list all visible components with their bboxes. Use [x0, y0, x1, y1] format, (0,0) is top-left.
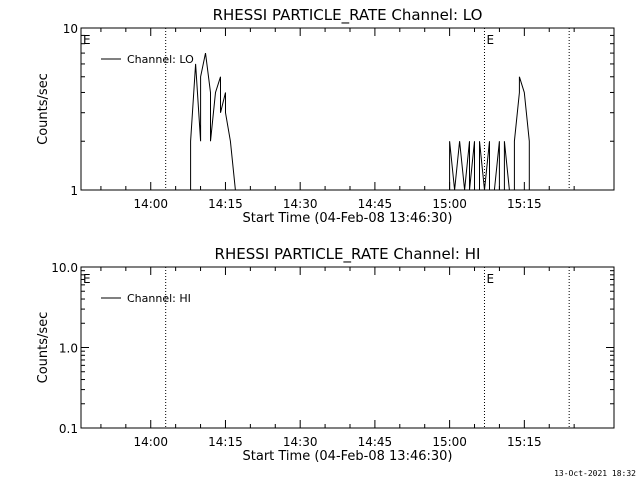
x-axis-label: Start Time (04-Feb-08 13:46:30): [243, 211, 453, 226]
event-marker-label: E: [486, 33, 494, 47]
event-marker-label: E: [83, 33, 91, 47]
y-tick-label: 0.1: [59, 422, 78, 436]
x-tick-label: 15:15: [507, 197, 542, 211]
event-marker-label: E: [83, 272, 91, 286]
x-tick-label: 14:30: [283, 197, 318, 211]
x-tick-label: 14:00: [133, 435, 168, 449]
x-tick-label: 14:15: [208, 435, 243, 449]
x-tick-label: 15:15: [507, 435, 542, 449]
y-tick-label: 10: [63, 22, 78, 36]
y-tick-label: 10.0: [51, 261, 78, 275]
x-tick-label: 15:00: [432, 435, 467, 449]
legend-label: Channel: LO: [127, 53, 194, 66]
y-tick-label: 1: [70, 184, 78, 198]
chart-title: RHESSI PARTICLE_RATE Channel: LO: [213, 6, 483, 25]
x-tick-label: 14:45: [358, 197, 393, 211]
x-tick-label: 15:00: [432, 197, 467, 211]
y-tick-label: 1.0: [59, 342, 78, 356]
y-axis-label: Counts/sec: [36, 312, 51, 384]
timestamp: 13-Oct-2021 18:32: [554, 469, 636, 478]
legend-label: Channel: HI: [127, 292, 191, 305]
x-tick-label: 14:30: [283, 435, 318, 449]
x-tick-label: 14:00: [133, 197, 168, 211]
y-axis-label: Counts/sec: [36, 73, 51, 145]
event-marker-label: E: [486, 272, 494, 286]
series-line: [190, 52, 535, 191]
x-tick-label: 14:15: [208, 197, 243, 211]
x-axis-label: Start Time (04-Feb-08 13:46:30): [243, 449, 453, 464]
chart-title: RHESSI PARTICLE_RATE Channel: HI: [215, 245, 481, 264]
x-tick-label: 14:45: [358, 435, 393, 449]
